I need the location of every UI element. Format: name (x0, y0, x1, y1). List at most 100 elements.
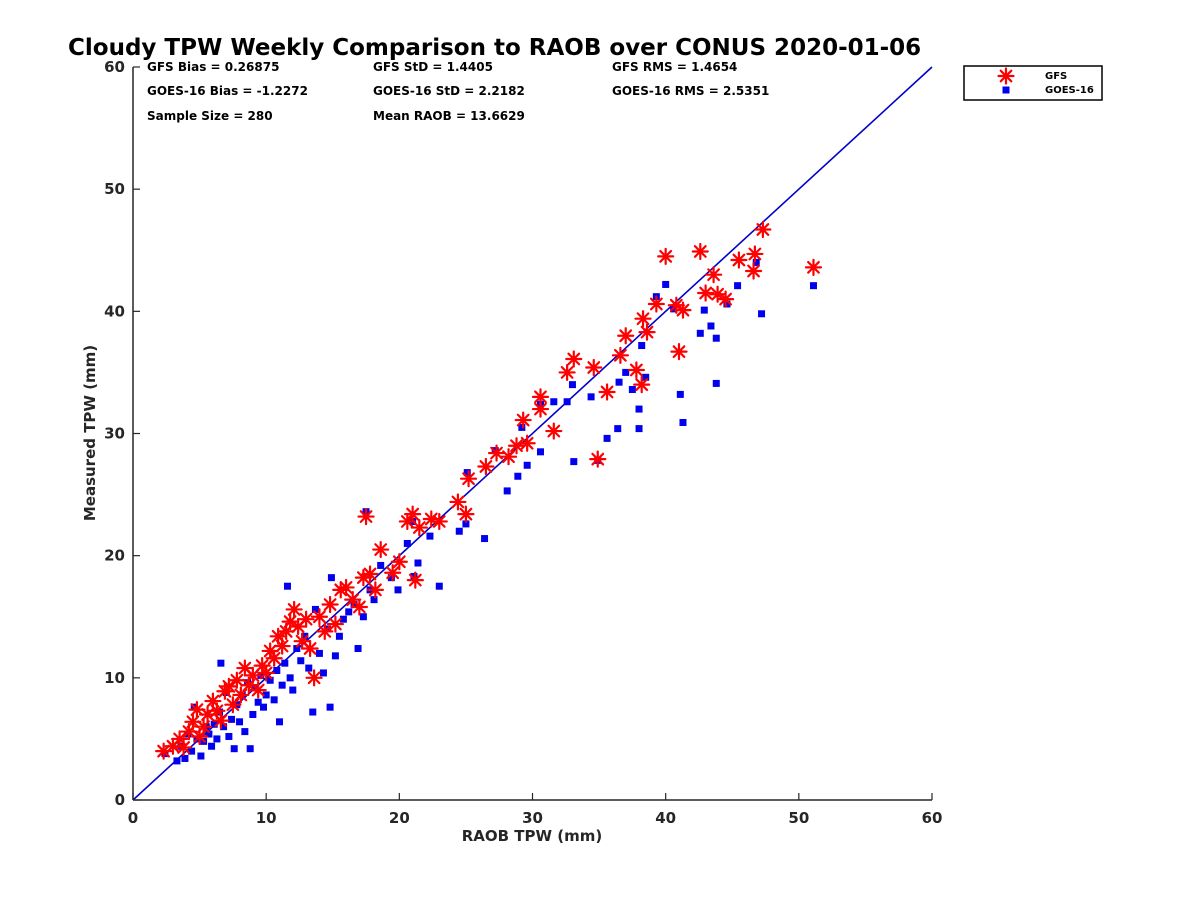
gfs-point (305, 669, 323, 687)
gfs-point (297, 610, 315, 628)
goes16-point (236, 718, 244, 726)
gfs-point (697, 284, 715, 302)
goes16-point (614, 425, 622, 433)
gfs-point (487, 444, 506, 462)
legend-gfs-asterisk (997, 67, 1015, 85)
y-axis-label: Measured TPW (mm) (81, 345, 99, 521)
stat-goes-std: GOES-16 StD = 2.2182 (373, 84, 525, 98)
goes16-point (570, 458, 578, 466)
stat-gfs-bias: GFS Bias = 0.26875 (147, 60, 279, 74)
goes16-point (635, 425, 643, 433)
goes16-point (275, 718, 283, 726)
goes16-point (225, 732, 233, 740)
gfs-point (565, 350, 583, 368)
gfs-point (670, 343, 688, 361)
goes16-point (638, 342, 646, 350)
goes16-point (173, 757, 181, 765)
gfs-point (398, 512, 416, 531)
gfs-point (384, 564, 402, 582)
gfs-point (477, 457, 495, 476)
goes16-point (536, 448, 544, 456)
y-tick-label: 40 (104, 302, 125, 320)
goes16-point (249, 710, 257, 718)
goes16-point (518, 423, 526, 431)
legend-gfs-label: GFS (1045, 71, 1067, 82)
goes16-point (220, 723, 228, 731)
goes16-point (217, 659, 225, 667)
goes16-point (319, 669, 327, 677)
goes16-point (327, 574, 335, 582)
gfs-point (598, 383, 616, 401)
goes16-point (587, 393, 595, 401)
goes16-point (266, 676, 274, 684)
goes16-point (723, 300, 731, 308)
goes16-point (635, 405, 643, 413)
goes16-point (289, 686, 297, 694)
goes16-point (809, 282, 817, 290)
goes16-point (270, 696, 278, 704)
goes16-point (181, 754, 189, 762)
stat-gfs-rms: GFS RMS = 1.4654 (612, 60, 737, 74)
gfs-point (410, 518, 428, 537)
stats-block: GFS Bias = 0.26875 GFS StD = 1.4405 GFS … (147, 60, 769, 123)
legend-box (963, 65, 1103, 101)
gfs-point (273, 637, 291, 655)
gfs-point (350, 598, 368, 616)
x-tick-label: 30 (522, 809, 543, 827)
gfs-point (244, 666, 262, 684)
gfs-point (212, 711, 230, 730)
gfs-point (585, 358, 603, 377)
goes16-point (241, 728, 249, 736)
gfs-point (730, 251, 748, 269)
goes16-point (696, 329, 704, 337)
goes16-point (603, 434, 611, 442)
gfs-point (253, 657, 271, 675)
goes16-point (331, 652, 339, 660)
goes16-point (359, 613, 367, 621)
gfs-point (232, 686, 250, 704)
goes16-point (563, 398, 571, 406)
legend: GFS GOES-16 (963, 65, 1103, 101)
goes16-point (700, 306, 708, 314)
axes: 0 10 20 30 40 50 60 0 10 20 30 40 50 60 (104, 58, 942, 827)
goes16-point (758, 310, 766, 318)
stat-sample-size: Sample Size = 280 (147, 109, 273, 123)
goes16-point (503, 487, 511, 495)
goes16-point (523, 461, 531, 469)
gfs-point (545, 422, 563, 440)
gfs-point (531, 388, 550, 406)
goes16-point (403, 539, 411, 547)
gfs-point (265, 649, 283, 667)
stat-goes-rms: GOES-16 RMS = 2.5351 (612, 84, 769, 98)
legend-goes16-marker (1002, 86, 1010, 94)
x-tick-label: 60 (922, 809, 943, 827)
y-tick-label: 60 (104, 58, 125, 76)
gfs-point (589, 450, 607, 468)
gfs-point (285, 600, 303, 619)
x-tick-label: 50 (788, 809, 809, 827)
gfs-point (627, 361, 645, 379)
x-tick-label: 20 (389, 809, 410, 827)
gfs-point (804, 258, 823, 276)
goes16-point (481, 535, 489, 543)
goes16-point (679, 419, 687, 427)
stat-mean-raob: Mean RAOB = 13.6629 (373, 109, 525, 123)
goes16-point (712, 379, 720, 387)
goes16-point (550, 398, 558, 406)
legend-gfs-marker (997, 67, 1015, 85)
x-tick-label: 0 (128, 809, 138, 827)
goes16-point (228, 715, 236, 723)
goes16-point (354, 645, 362, 653)
gfs-point (638, 323, 656, 341)
gfs-point (746, 245, 764, 263)
goes16-point (622, 368, 630, 376)
goes16-point (260, 703, 268, 711)
gfs-point (531, 400, 550, 418)
gfs-point (674, 301, 692, 319)
goes16-point (414, 559, 422, 567)
gfs-point (224, 696, 242, 714)
goes16-point (305, 664, 313, 672)
goes16-point (435, 582, 443, 590)
gfs-point (404, 505, 422, 523)
gfs-point (754, 220, 772, 239)
